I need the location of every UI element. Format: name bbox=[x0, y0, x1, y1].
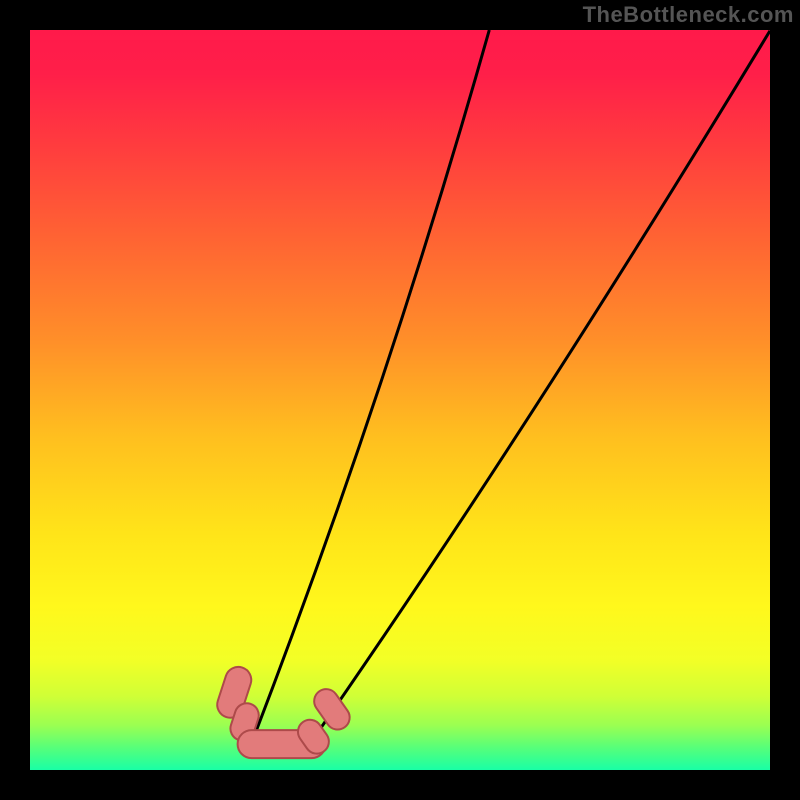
attribution-text: TheBottleneсk.com bbox=[583, 2, 794, 28]
gradient-plot-area bbox=[30, 30, 770, 770]
